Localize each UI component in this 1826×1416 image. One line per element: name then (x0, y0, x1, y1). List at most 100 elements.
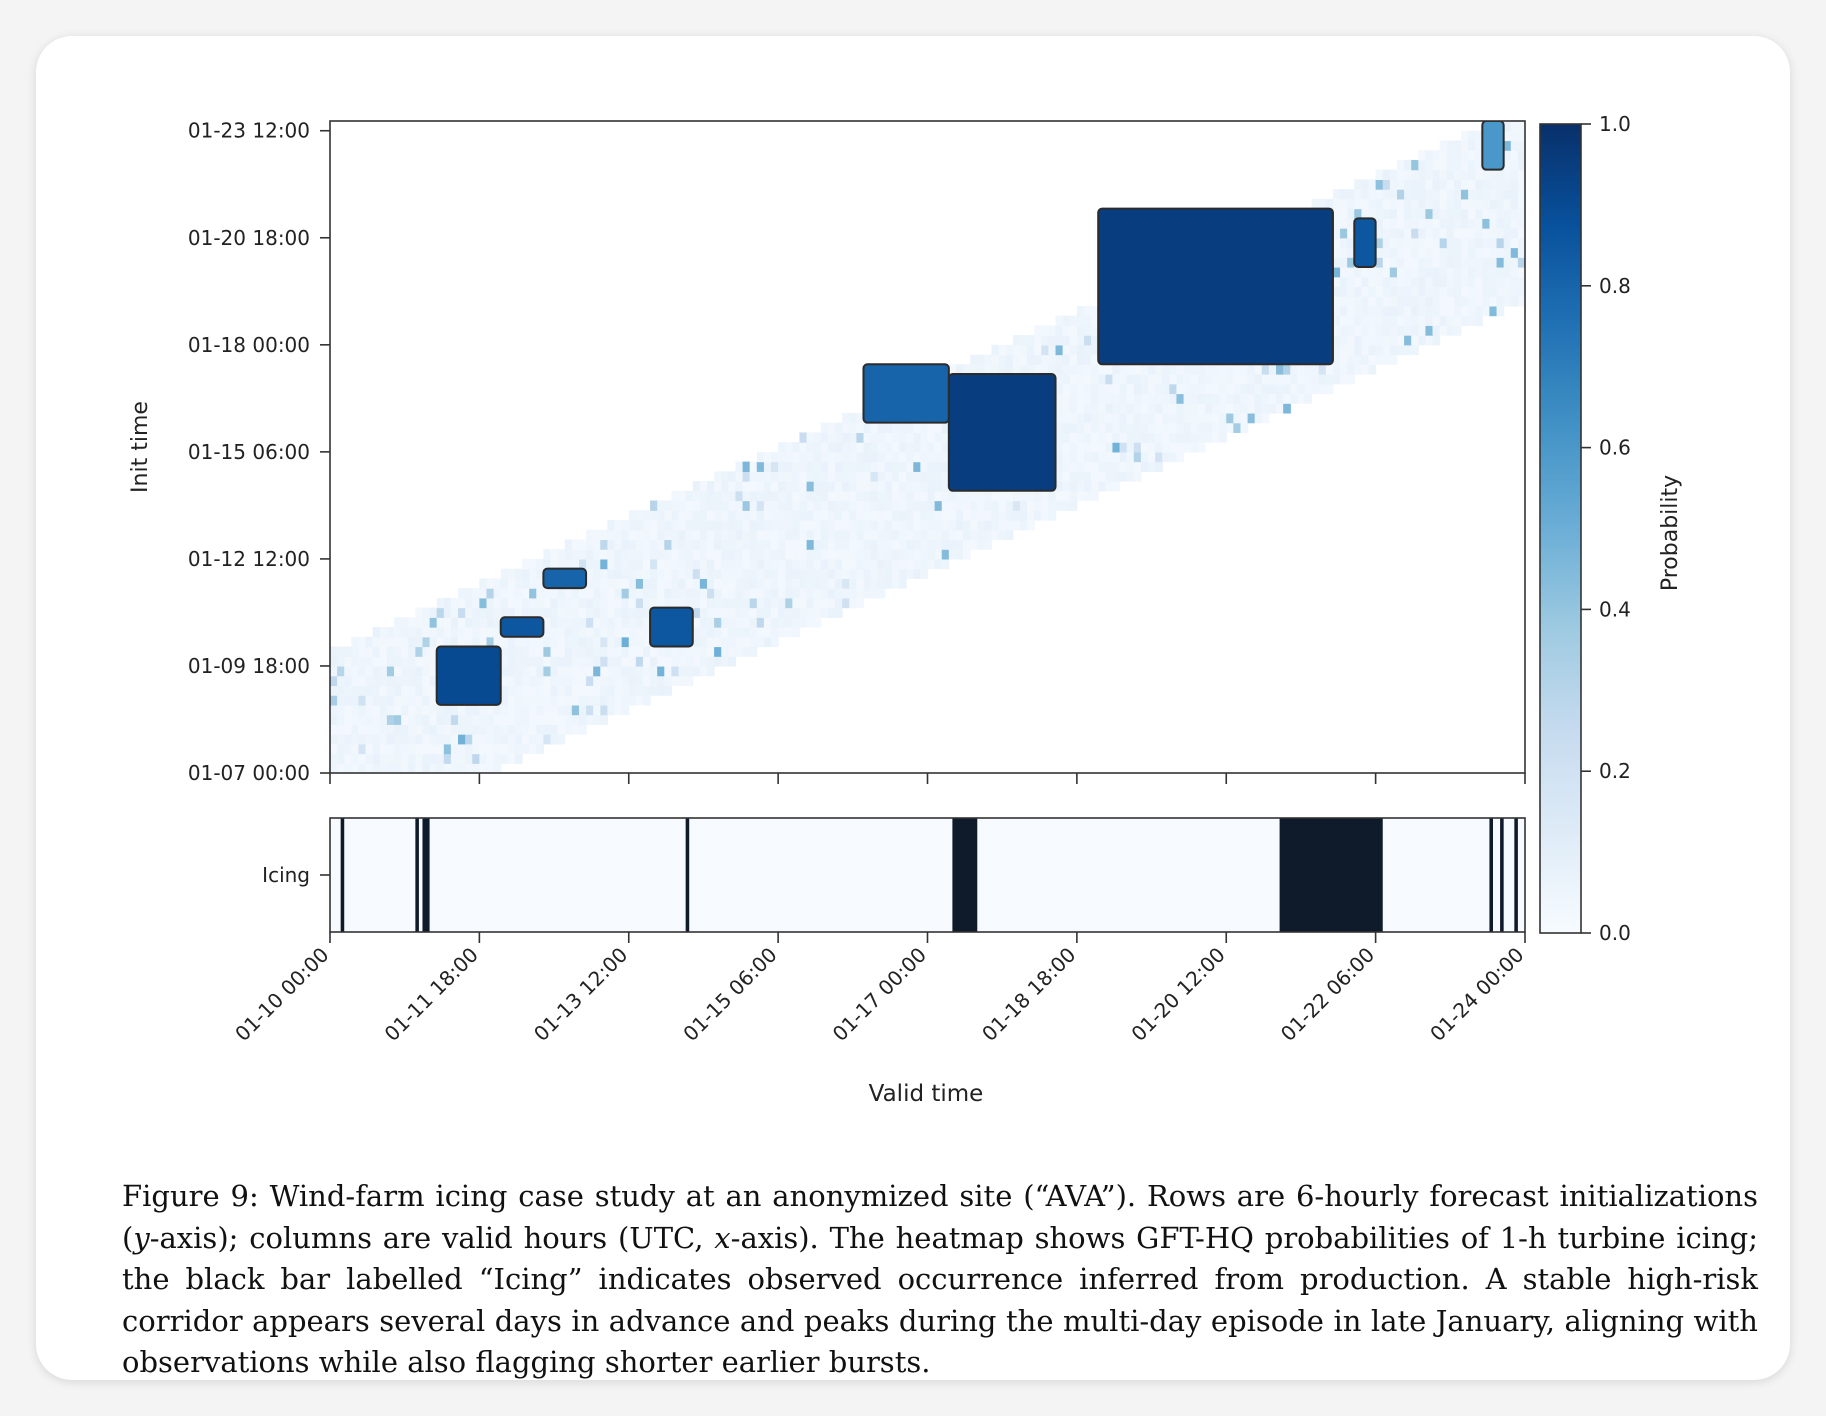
heatmap-cell (1055, 364, 1064, 375)
colorbar-tick-label-1: 0.0 (1599, 921, 1631, 945)
heatmap-cell (1510, 276, 1519, 288)
heatmap-cell (1062, 442, 1071, 453)
heatmap-cell (706, 500, 715, 511)
heatmap-cell (628, 675, 637, 687)
heatmap-cell (1389, 247, 1398, 258)
heatmap-cell (486, 743, 495, 755)
heatmap-cell (1112, 451, 1121, 463)
heatmap-cell (1482, 257, 1491, 268)
heatmap-cell (1261, 412, 1270, 424)
y-tick-label-5: 01-18 00:00 (188, 333, 310, 357)
heatmap-cell (1340, 286, 1348, 297)
heatmap-cell (543, 597, 552, 609)
heatmap-cell (1525, 286, 1533, 296)
heatmap-cell (927, 432, 936, 443)
heatmap-cell (1482, 247, 1491, 258)
heatmap-cell (621, 539, 630, 550)
heatmap-cell (1347, 344, 1355, 356)
heatmap-cell (550, 617, 559, 628)
icing-interval-4 (685, 818, 690, 932)
heatmap-cell (827, 422, 836, 434)
heatmap-cell (963, 529, 971, 541)
heatmap-cell (692, 617, 701, 628)
heatmap-cell (806, 578, 815, 589)
heatmap-cell (600, 578, 609, 589)
heatmap-cell (1468, 228, 1476, 239)
icing-interval-8 (1500, 818, 1504, 932)
heatmap-cell (1183, 442, 1192, 453)
heatmap-cell (664, 646, 673, 657)
heatmap-cell (479, 636, 488, 648)
heatmap-cell (749, 617, 758, 628)
heatmap-cell (849, 432, 857, 443)
heatmap-cell (1389, 335, 1398, 346)
heatmap-cell (1503, 296, 1512, 307)
heatmap-cell (1468, 179, 1476, 190)
heatmap-cell (507, 646, 516, 657)
heatmap-cell (678, 646, 687, 657)
heatmap-cell (1133, 461, 1142, 472)
heatmap-cell (1240, 374, 1249, 385)
heatmap-cell (870, 432, 879, 443)
heatmap-cell (820, 490, 829, 502)
heatmap-cell (1126, 393, 1135, 404)
heatmap-cell (685, 578, 694, 589)
heatmap-cell (1453, 286, 1462, 297)
heatmap-cell (614, 597, 623, 609)
heatmap-cell (1091, 442, 1099, 453)
heatmap-cell (1361, 305, 1370, 317)
heatmap-cell (1468, 140, 1476, 151)
heatmap-cell (493, 627, 502, 638)
heatmap-cell (735, 529, 744, 541)
heatmap-cell (1446, 257, 1455, 268)
heatmap-cell (1446, 276, 1455, 288)
heatmap-cell (1517, 266, 1525, 278)
heatmap-cell (386, 763, 395, 773)
heatmap-cell (628, 617, 637, 628)
heatmap-cell (927, 461, 936, 472)
heatmap-cell (763, 500, 772, 511)
heatmap-cell (728, 549, 737, 560)
heatmap-cell (386, 695, 395, 706)
heatmap-cell (706, 617, 715, 628)
heatmap-cell (578, 675, 587, 687)
heatmap-cell (1162, 412, 1170, 424)
heatmap-cell (1482, 179, 1491, 190)
heatmap-cell (408, 753, 416, 764)
heatmap-cell (785, 558, 793, 570)
heatmap-cell (1439, 276, 1448, 288)
heatmap-cell (1525, 140, 1533, 150)
heatmap-cell (536, 646, 544, 657)
heatmap-cell (1261, 393, 1270, 404)
heatmap-cell (1076, 364, 1085, 375)
heatmap-cell (778, 510, 786, 521)
heatmap-cell (1432, 189, 1441, 200)
heatmap-cell (1105, 412, 1114, 424)
heatmap-cell (415, 704, 424, 716)
heatmap-cell (1411, 276, 1419, 288)
heatmap-cell (1375, 286, 1384, 297)
heatmap-cell (607, 588, 616, 599)
heatmap-cell (1091, 481, 1099, 492)
heatmap-cell (1503, 130, 1512, 142)
heatmap-cell (1404, 208, 1412, 219)
heatmap-cell (564, 627, 573, 638)
heatmap-cell (578, 695, 587, 706)
heatmap-cell (891, 549, 900, 560)
heatmap-cell (557, 646, 566, 657)
heatmap-cell (536, 568, 544, 579)
heatmap-cell (1439, 247, 1448, 258)
heatmap-cell (813, 442, 822, 453)
heatmap-cell (1318, 198, 1327, 210)
heatmap-cell (500, 607, 509, 618)
heatmap-cell (529, 685, 537, 696)
heatmap-cell (1155, 412, 1163, 424)
heatmap-cell (379, 763, 388, 773)
heatmap-cell (1460, 286, 1469, 297)
heatmap-cell (1453, 189, 1462, 200)
heatmap-cell (785, 451, 793, 463)
heatmap-cell (1517, 218, 1525, 229)
heatmap-cell (1368, 266, 1377, 278)
heatmap-cell (372, 763, 381, 773)
heatmap-cell (706, 607, 715, 618)
